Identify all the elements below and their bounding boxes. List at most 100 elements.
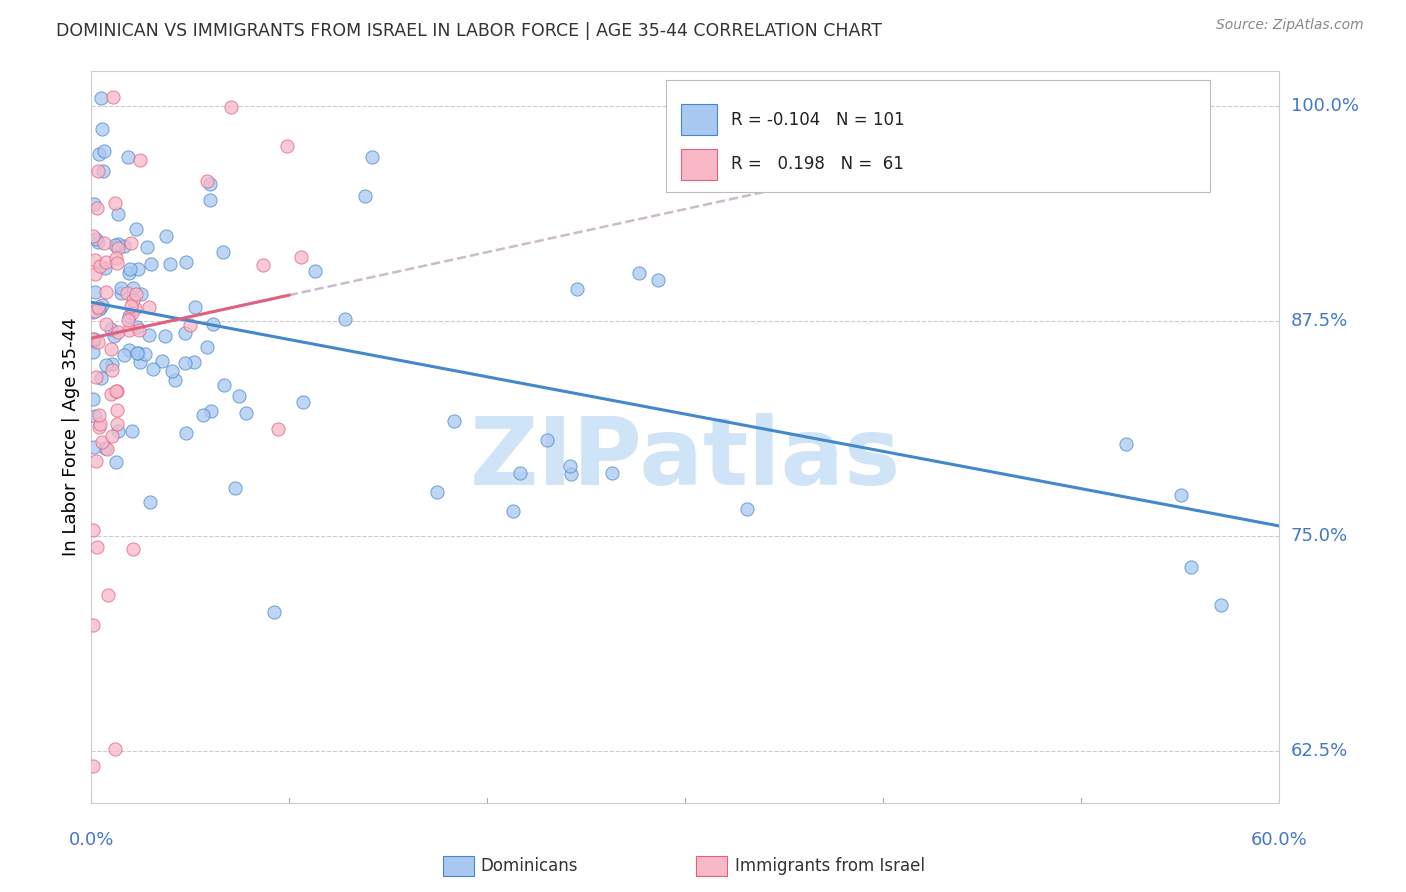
Y-axis label: In Labor Force | Age 35-44: In Labor Force | Age 35-44 — [62, 318, 80, 557]
Point — [84, 370, 107, 384]
Point — [104, 237, 127, 252]
Point — [107, 236, 129, 251]
Point — [560, 458, 582, 473]
Point — [647, 273, 669, 287]
Point — [82, 344, 104, 359]
Point — [107, 424, 129, 438]
Point — [291, 395, 314, 409]
Point — [129, 287, 152, 301]
Point — [87, 164, 110, 178]
Point — [509, 466, 531, 480]
Point — [138, 328, 160, 343]
Point — [129, 153, 152, 168]
Point — [173, 356, 195, 370]
Point — [97, 588, 120, 602]
Point — [138, 300, 160, 314]
Point — [104, 455, 127, 469]
Point — [536, 433, 558, 447]
Point — [1115, 437, 1137, 451]
Point — [127, 261, 149, 276]
Point — [87, 146, 110, 161]
Point — [122, 293, 145, 308]
Point — [198, 177, 221, 191]
Point — [103, 328, 125, 343]
Point — [235, 406, 257, 420]
Text: ZIPatlas: ZIPatlas — [470, 413, 901, 505]
Point — [82, 392, 104, 406]
Point — [82, 334, 104, 348]
Point — [107, 207, 129, 221]
Point — [91, 122, 114, 136]
Point — [86, 541, 108, 555]
Point — [174, 425, 197, 440]
Point — [139, 495, 162, 509]
Point — [94, 442, 117, 456]
Point — [129, 355, 152, 369]
Point — [121, 424, 143, 438]
Point — [87, 419, 110, 434]
Point — [117, 313, 139, 327]
Point — [200, 404, 222, 418]
Point — [82, 335, 104, 350]
Point — [104, 742, 127, 756]
Point — [202, 318, 225, 332]
Point — [354, 189, 377, 203]
Point — [83, 440, 105, 454]
Point — [120, 236, 142, 251]
Point — [107, 325, 129, 339]
Point — [105, 251, 128, 265]
Text: R =   0.198   N =  61: R = 0.198 N = 61 — [731, 155, 904, 173]
Point — [110, 281, 132, 295]
Text: 60.0%: 60.0% — [1251, 830, 1308, 848]
Point — [124, 301, 146, 315]
Point — [87, 409, 110, 423]
Point — [89, 417, 111, 431]
Point — [82, 523, 104, 537]
Point — [83, 197, 105, 211]
Point — [90, 91, 112, 105]
Point — [200, 194, 222, 208]
Point — [163, 373, 186, 387]
Point — [104, 384, 127, 399]
Point — [91, 297, 114, 311]
Point — [84, 409, 107, 424]
Text: 0.0%: 0.0% — [69, 830, 114, 848]
Point — [83, 332, 105, 346]
Point — [174, 254, 197, 268]
Point — [173, 326, 195, 340]
Point — [112, 239, 135, 253]
Point — [184, 301, 207, 315]
Point — [105, 255, 128, 269]
Text: 100.0%: 100.0% — [1291, 96, 1358, 115]
Point — [93, 236, 115, 251]
Point — [122, 541, 145, 556]
Point — [212, 245, 235, 260]
Point — [183, 355, 205, 369]
Point — [127, 346, 149, 360]
Point — [155, 228, 177, 243]
Point — [160, 364, 183, 378]
Point — [100, 322, 122, 336]
Point — [136, 240, 159, 254]
Point — [101, 429, 124, 443]
Point — [150, 354, 173, 368]
Point — [94, 285, 117, 299]
Bar — [682, 104, 717, 135]
Point — [191, 408, 214, 422]
Point — [195, 174, 218, 188]
Point — [100, 342, 122, 356]
Text: DOMINICAN VS IMMIGRANTS FROM ISRAEL IN LABOR FORCE | AGE 35-44 CORRELATION CHART: DOMINICAN VS IMMIGRANTS FROM ISRAEL IN L… — [56, 22, 882, 40]
Point — [120, 299, 142, 313]
Point — [139, 256, 162, 270]
Point — [96, 359, 118, 373]
Point — [89, 259, 111, 273]
Point — [105, 417, 128, 431]
Point — [101, 357, 124, 371]
Point — [118, 343, 141, 358]
Point — [335, 312, 357, 326]
Point — [82, 618, 104, 632]
Point — [82, 229, 104, 244]
Point — [567, 282, 589, 296]
Point — [105, 403, 128, 417]
Point — [101, 90, 124, 104]
